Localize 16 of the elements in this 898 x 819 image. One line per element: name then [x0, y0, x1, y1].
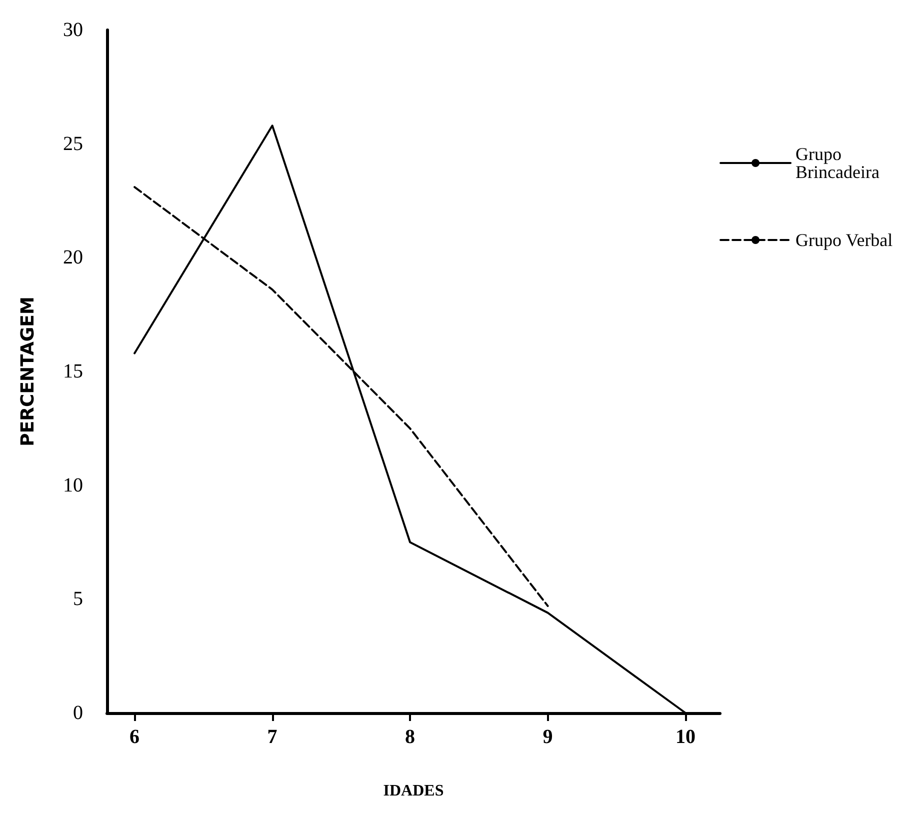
y-tick-label: 25 — [63, 132, 83, 155]
legend-label: Grupo Brincadeira — [796, 144, 880, 182]
x-axis-title: IDADES — [383, 782, 444, 800]
y-tick-label: 5 — [73, 588, 83, 610]
legend-label: Grupo Verbal — [796, 230, 893, 250]
x-tick-label: 7 — [267, 726, 278, 748]
y-tick-label: 10 — [63, 474, 83, 496]
y-tick-label: 0 — [73, 702, 83, 724]
y-tick-label: 15 — [63, 360, 83, 382]
y-axis-title: PERCENTAGEM — [18, 296, 38, 446]
x-tick-label: 8 — [405, 726, 416, 748]
y-tick-label: 30 — [63, 19, 83, 41]
x-tick-label: 10 — [676, 726, 696, 748]
x-tick-label: 9 — [542, 726, 553, 748]
y-tick-label: 20 — [63, 246, 83, 269]
x-tick-label: 6 — [130, 726, 140, 748]
